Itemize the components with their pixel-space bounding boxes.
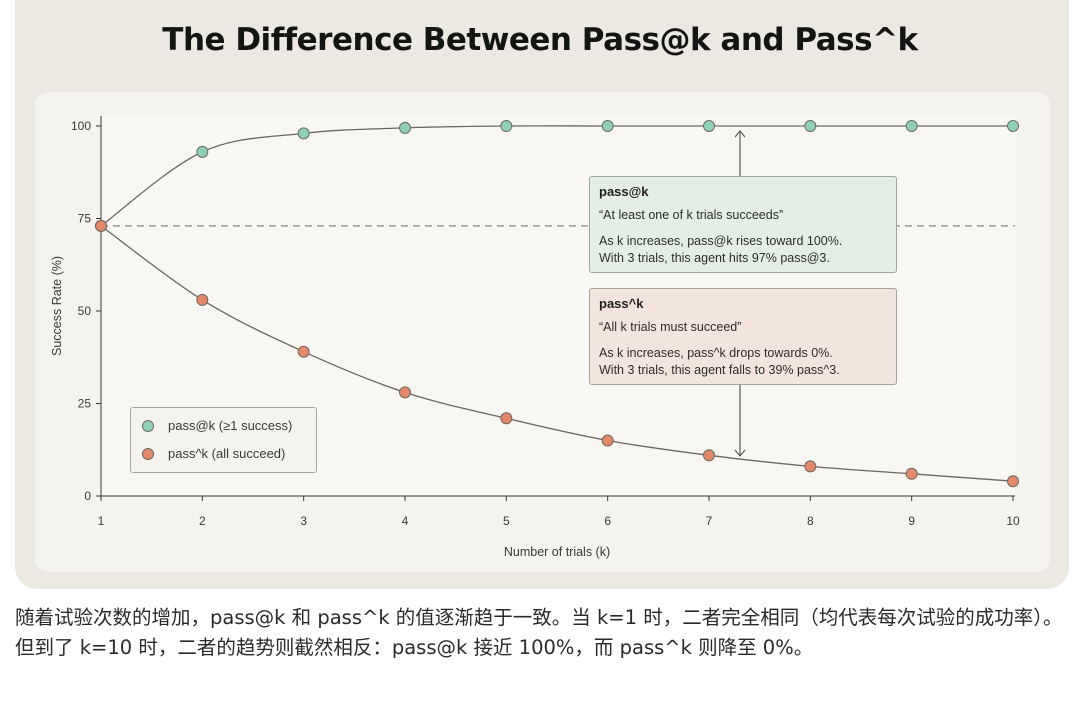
pass-at-k-callout: pass@k “At least one of k trials succeed… [589, 176, 897, 273]
pass-at-k-point [703, 120, 715, 132]
pass-caret-k-callout: pass^k “All k trials must succeed” As k … [589, 288, 897, 385]
pass-at-k-curve [100, 125, 1013, 227]
y-tick-label: 50 [78, 304, 92, 318]
callout-title: pass@k [599, 184, 649, 199]
y-axis-title: Success Rate (%) [50, 256, 64, 356]
caption-text: 随着试验次数的增加，pass@k 和 pass^k 的值逐渐趋于一致。当 k=1… [15, 606, 1063, 659]
pass-at-k-point [1007, 120, 1019, 132]
x-tick-label: 7 [706, 514, 713, 528]
pass-caret-k-point [297, 345, 310, 358]
pass-caret-k-point [196, 293, 209, 306]
callout-quote: “All k trials must succeed” [599, 320, 742, 334]
pass-caret-k-point [905, 467, 918, 480]
callout-desc-line: With 3 trials, this agent hits 97% pass@… [599, 251, 830, 265]
y-tick-label: 100 [71, 119, 91, 133]
pass-caret-k-arrowhead [734, 449, 746, 457]
legend-marker-icon [142, 447, 154, 460]
y-tick-label: 0 [84, 489, 91, 503]
pass-at-k-point [297, 127, 310, 140]
legend-item-pass-at-k: pass@k (≥1 success) [142, 418, 292, 433]
pass-at-k-point [196, 145, 209, 158]
pass-caret-k-curve [100, 225, 1014, 482]
x-tick-label: 5 [503, 514, 510, 528]
x-tick-label: 4 [402, 514, 409, 528]
legend-item-pass-caret-k: pass^k (all succeed) [142, 446, 285, 461]
x-tick-label: 3 [300, 514, 307, 528]
pass-caret-k-point [399, 386, 411, 399]
callout-desc-line: As k increases, pass@k rises toward 100%… [599, 234, 843, 248]
legend-marker-icon [142, 419, 154, 432]
pass-at-k-point [804, 120, 817, 132]
callout-title: pass^k [599, 296, 644, 311]
pass-at-k-point [399, 121, 411, 134]
chart-title: The Difference Between Pass@k and Pass^k [162, 22, 918, 58]
pass-at-k-point [500, 120, 513, 132]
pass-caret-k-point [95, 219, 107, 232]
pass-at-k-arrowhead [734, 130, 746, 138]
legend-label: pass^k (all succeed) [168, 446, 286, 461]
pass-caret-k-point [703, 449, 715, 462]
pass-at-k-point [905, 120, 918, 132]
pass-caret-k-point [804, 460, 817, 473]
callout-desc-line: With 3 trials, this agent falls to 39% p… [599, 363, 840, 377]
x-tick-label: 2 [199, 514, 206, 528]
y-tick-label: 75 [78, 212, 92, 226]
x-tick-label: 8 [807, 514, 814, 528]
pass-caret-k-point [500, 412, 513, 425]
legend-label: pass@k (≥1 success) [168, 418, 293, 433]
callout-desc-line: As k increases, pass^k drops towards 0%. [599, 346, 833, 360]
y-tick-label: 25 [78, 397, 92, 411]
x-tick-label: 10 [1006, 514, 1020, 528]
x-tick-label: 6 [604, 514, 611, 528]
callout-quote: “At least one of k trials succeeds” [599, 208, 784, 222]
pass-caret-k-point [1007, 475, 1019, 488]
chart-legend: pass@k (≥1 success) pass^k (all succeed) [130, 407, 317, 473]
x-tick-label: 1 [98, 514, 105, 528]
pass-caret-k-point [601, 434, 614, 447]
x-axis-title: Number of trials (k) [504, 545, 610, 559]
pass-at-k-point [601, 120, 614, 132]
x-tick-label: 9 [908, 514, 915, 528]
